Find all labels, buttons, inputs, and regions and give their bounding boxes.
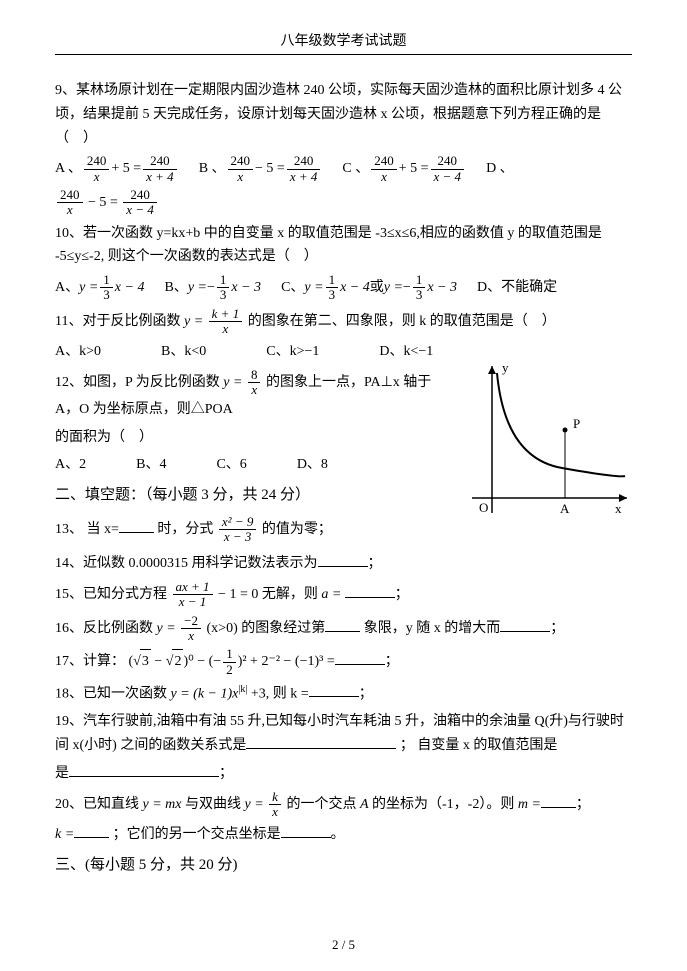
blank bbox=[325, 617, 360, 632]
q10-opt-a: A、y = 13 x − 4 bbox=[55, 273, 144, 303]
a-label: A bbox=[560, 501, 570, 516]
question-15: 15、已知分式方程 ax + 1x − 1 − 1 = 0 无解，则 a = ； bbox=[55, 580, 632, 610]
question-11: 11、对于反比例函数 y = k + 1x 的图象在第二、四象限，则 k 的取值… bbox=[55, 307, 632, 337]
q12-graph: y x O A P bbox=[447, 358, 632, 518]
q12-opt-d: D、8 bbox=[297, 453, 328, 477]
q9-opt-c: C 、 240x + 5 = 240x − 4 bbox=[342, 154, 466, 184]
curve bbox=[497, 373, 625, 476]
blank bbox=[69, 762, 219, 777]
frac: 240x bbox=[84, 154, 110, 184]
q11-opt-a: A、k>0 bbox=[55, 340, 101, 364]
page-footer: 2 / 5 bbox=[0, 937, 687, 953]
blank bbox=[281, 823, 331, 838]
question-14: 14、近似数 0.0000315 用科学记数法表示为； bbox=[55, 552, 632, 576]
q10-options: A、y = 13 x − 4 B、y = − 13 x − 3 C、y = 13… bbox=[55, 273, 632, 303]
blank bbox=[541, 793, 576, 808]
question-20b: k = ；它们的另一个交点坐标是。 bbox=[55, 823, 632, 847]
p-label: P bbox=[573, 416, 580, 431]
q12-options: A、2 B、4 C、6 D、8 bbox=[55, 453, 439, 477]
blank bbox=[318, 552, 368, 567]
frac: 240x + 4 bbox=[143, 154, 177, 184]
q11-opt-b: B、k<0 bbox=[161, 340, 206, 364]
q11-opt-c: C、k>−1 bbox=[266, 340, 319, 364]
question-18: 18、已知一次函数 y = (k − 1)x|k| +3, 则 k =； bbox=[55, 681, 632, 706]
content: 9、某林场原计划在一定期限内固沙造林 240 公顷，实际每天固沙造林的面积比原计… bbox=[55, 79, 632, 879]
q9-opt-b: B 、 240x − 5 = 240x + 4 bbox=[199, 154, 323, 184]
q10-opt-b: B、y = − 13 x − 3 bbox=[164, 273, 261, 303]
section-3-title: 三、(每小题 5 分，共 20 分) bbox=[55, 853, 632, 879]
question-19b: 是； bbox=[55, 762, 632, 786]
q10-opt-c: C、y = 13 x − 4 或 y = − 13 x − 3 bbox=[281, 273, 457, 303]
blank bbox=[74, 823, 109, 838]
question-9: 9、某林场原计划在一定期限内固沙造林 240 公顷，实际每天固沙造林的面积比原计… bbox=[55, 79, 632, 150]
q12-opt-a: A、2 bbox=[55, 453, 86, 477]
question-19: 19、汽车行驶前,油箱中有油 55 升,已知每小时汽车耗油 5 升，油箱中的余油… bbox=[55, 710, 632, 758]
page: 八年级数学考试试题 9、某林场原计划在一定期限内固沙造林 240 公顷，实际每天… bbox=[0, 0, 687, 971]
q9-opt-d-expr: 240x − 5 = 240x − 4 bbox=[55, 188, 632, 218]
q9-options: A 、 240x + 5 = 240x + 4 B 、 240x − 5 = 2… bbox=[55, 154, 632, 184]
question-16: 16、反比例函数 y = −2x (x>0) 的图象经过第 象限，y 随 x 的… bbox=[55, 614, 632, 644]
q11-opt-d: D、k<−1 bbox=[379, 340, 433, 364]
q9-d-label: D 、 bbox=[486, 157, 514, 181]
q9-opt-d-label: D 、 bbox=[486, 157, 514, 181]
y-arrow bbox=[488, 366, 496, 374]
q12-opt-c: C、6 bbox=[216, 453, 246, 477]
origin-label: O bbox=[479, 500, 488, 515]
question-17: 17、计算： (√3 − √2)⁰ − (−12)² + 2⁻² − (−1)³… bbox=[55, 647, 632, 677]
blank bbox=[500, 617, 550, 632]
q9-c-label: C 、 bbox=[342, 157, 369, 181]
question-10: 10、若一次函数 y=kx+b 中的自变量 x 的取值范围是 -3≤x≤6,相应… bbox=[55, 222, 632, 270]
q9-text: 9、某林场原计划在一定期限内固沙造林 240 公顷，实际每天固沙造林的面积比原计… bbox=[55, 83, 622, 146]
blank bbox=[309, 682, 359, 697]
q9-opt-a: A 、 240x + 5 = 240x + 4 bbox=[55, 154, 179, 184]
q12-opt-b: B、4 bbox=[136, 453, 166, 477]
blank bbox=[246, 734, 396, 749]
page-header: 八年级数学考试试题 bbox=[55, 30, 632, 55]
x-label: x bbox=[615, 501, 622, 516]
blank bbox=[345, 583, 395, 598]
y-label: y bbox=[502, 360, 509, 375]
question-20: 20、已知直线 y = mx 与双曲线 y = kx 的一个交点 A 的坐标为（… bbox=[55, 790, 632, 820]
q9-a-label: A 、 bbox=[55, 157, 82, 181]
question-13: 13、 当 x= 时，分式 x² − 9x − 3 的值为零； bbox=[55, 515, 632, 545]
blank bbox=[335, 650, 385, 665]
blank bbox=[119, 518, 154, 533]
q9-b-label: B 、 bbox=[199, 157, 226, 181]
point-p bbox=[563, 428, 568, 433]
q10-opt-d: D、不能确定 bbox=[477, 276, 557, 300]
